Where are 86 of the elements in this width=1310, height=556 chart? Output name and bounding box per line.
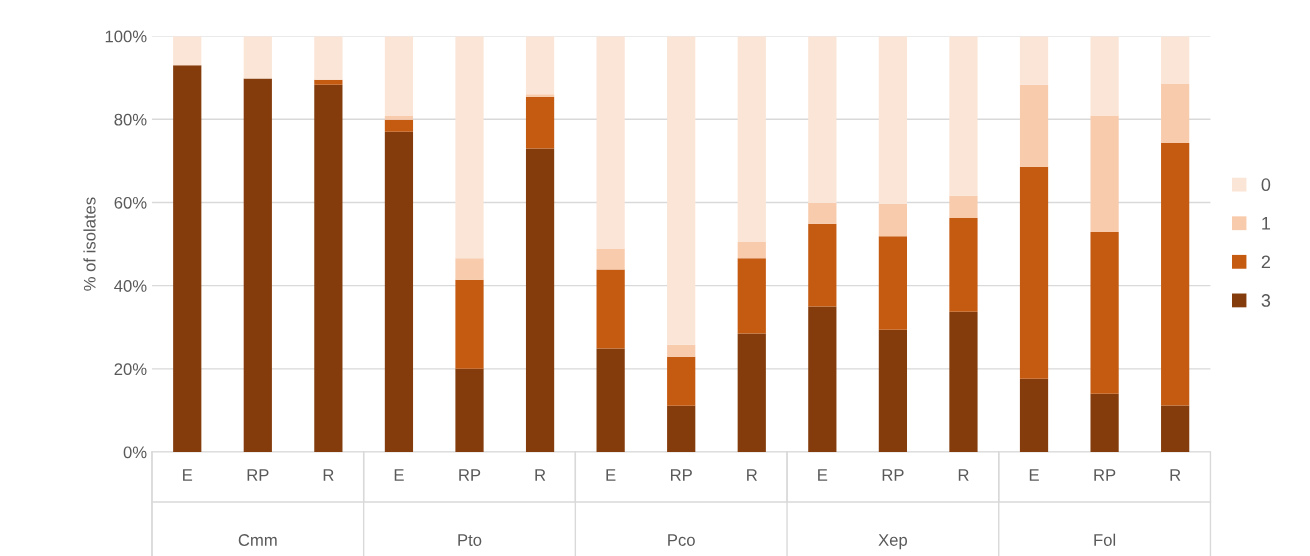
bar [878,203,908,237]
bar [1090,232,1119,394]
bar [808,202,837,224]
y-tick-label: 60% [114,196,147,209]
bar [384,119,414,132]
bar [1090,393,1119,453]
bar [737,258,766,334]
bar [1019,166,1049,379]
bar [1019,378,1049,453]
bar [667,405,696,453]
text: Cmm [238,534,277,546]
text: Pco [668,534,695,546]
x-tick-label: R [323,469,334,481]
y-tick-label: 0% [123,446,147,459]
x-tick-label: R [958,469,969,481]
bar [525,36,555,95]
bar [455,258,484,280]
bar [384,36,414,116]
text: Fol [1094,533,1116,546]
bar [949,311,978,453]
y-tick-label: 20% [114,363,147,376]
x-tick-label: R [535,469,546,481]
bar [667,356,696,406]
bar [596,348,625,453]
bar [667,36,696,345]
bar [173,36,202,66]
text: Xep [878,534,908,550]
bar [1090,115,1119,233]
bar [1161,36,1190,84]
legend-label: 2 [1261,255,1271,269]
bar [384,131,414,453]
bar [949,36,978,196]
bar [1161,83,1190,144]
bar [808,36,837,203]
legend-label: 1 [1262,217,1271,230]
bar [455,279,484,369]
y-tick-label: 80% [114,113,147,126]
bar [949,195,978,218]
bar [243,78,272,453]
x-tick-label: E [606,469,616,481]
y-axis-title: % of isolates [83,197,96,291]
x-tick-label: RP [459,469,481,481]
x-tick-label: R [747,469,758,481]
bar [243,36,272,79]
y-tick-label: 100% [105,30,147,43]
x-tick-label: RP [247,469,269,481]
x-tick-label: RP [670,469,692,481]
bar [384,115,414,120]
bar [455,368,484,453]
bar [1161,405,1190,453]
bar [1090,36,1119,116]
bar [737,36,766,242]
x-tick-label: RP [1094,469,1116,481]
bar [878,36,908,204]
x-tick-label: E [394,469,404,481]
x-tick-label: RP [882,469,904,481]
x-tick-label: E [1029,469,1039,481]
bar [878,236,908,330]
bar [1161,143,1190,406]
x-tick-label: E [183,469,193,481]
bar [314,79,343,85]
x-tick-label: E [818,469,828,481]
bar [525,94,555,97]
bar [314,84,343,453]
bar [314,36,343,80]
bar [1019,84,1049,167]
bar [596,36,625,250]
text: Pto [458,534,482,546]
legend-label: 3 [1261,294,1271,307]
bar [808,306,837,453]
bar [1019,36,1049,85]
bar [173,65,202,453]
bar [525,96,555,149]
bar [808,223,837,307]
bar [878,329,908,453]
legend-label: 0 [1261,178,1271,192]
bar [525,148,555,453]
y-tick-label: 40% [114,280,147,292]
bar [737,242,766,259]
x-tick-label: R [1170,469,1181,481]
bar [455,36,484,259]
bar [667,344,696,357]
bar [737,333,766,453]
bar [949,217,978,312]
bar [596,249,625,270]
bar [596,269,625,349]
